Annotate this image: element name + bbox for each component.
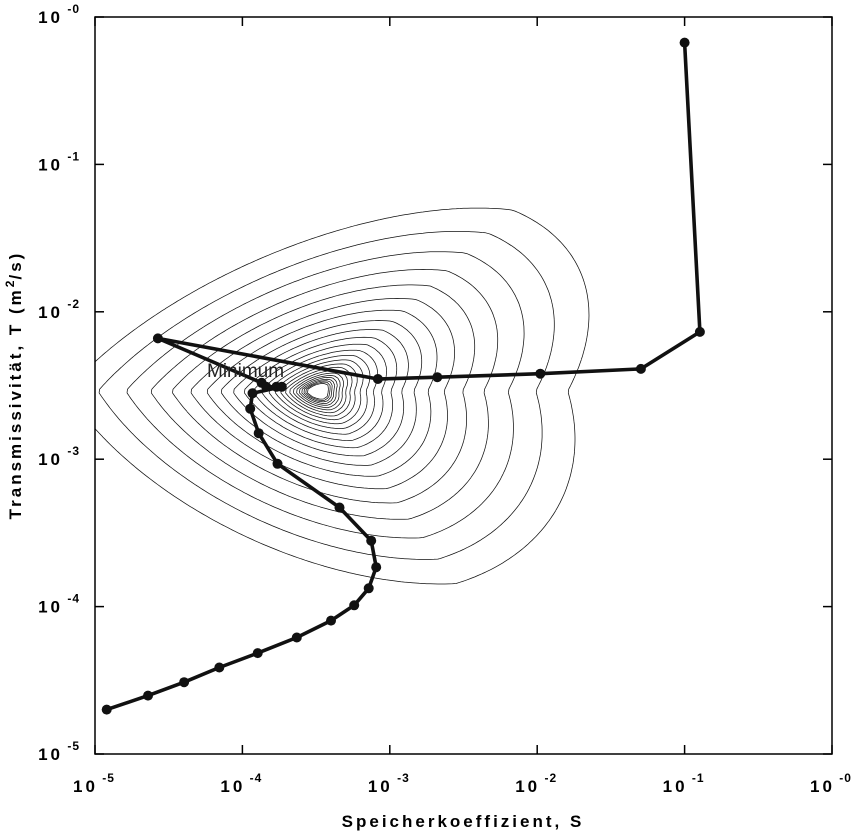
annotation-minimum: Minimum <box>207 361 284 382</box>
y-tick-label: 10 -2 <box>38 297 80 322</box>
y-tick-label: 10 -1 <box>38 149 80 174</box>
data-point <box>143 690 153 701</box>
x-tick-label: 10 -5 <box>73 771 115 796</box>
data-point <box>276 381 287 392</box>
x-tick-label: 10 -1 <box>663 771 705 796</box>
x-tick-labels: 10 -5 10 -4 10 -3 10 -2 10 -1 10 -0 <box>73 771 852 796</box>
data-point <box>245 403 256 414</box>
data-point <box>371 562 382 573</box>
contour-line-23 <box>98 231 555 560</box>
data-point <box>272 458 283 469</box>
x-axis-title: Speicherkoeffizient, S <box>342 812 585 831</box>
contour-line-5 <box>299 377 338 406</box>
data-point <box>334 502 345 513</box>
contour-line-21 <box>150 269 499 520</box>
annotations: Minimum <box>207 361 284 382</box>
plot-frame <box>94 16 833 755</box>
y-tick-label: 10 -3 <box>38 444 80 469</box>
contour-line-6 <box>296 375 341 409</box>
data-point <box>679 37 690 48</box>
data-point <box>372 374 383 384</box>
data-point <box>326 615 336 626</box>
y-axis-title: Transmissivität, T (m2/s) <box>3 251 25 520</box>
x-tick-label: 10 -0 <box>810 771 852 796</box>
contour-line-2 <box>305 381 331 401</box>
data-point <box>635 363 646 374</box>
y-tick-label: 10 -4 <box>38 592 80 617</box>
contour-line-4 <box>301 378 336 404</box>
data-point <box>366 535 377 546</box>
data-point <box>535 368 546 379</box>
y-tick-label: 10 -0 <box>38 2 80 27</box>
data-point <box>179 677 190 688</box>
contour-line-22 <box>126 251 525 539</box>
data-point <box>349 600 360 611</box>
y-tick-label: 10 -5 <box>38 739 80 764</box>
data-point <box>432 372 443 383</box>
contour-line-3 <box>303 380 333 403</box>
contour-line-19 <box>190 298 455 490</box>
data-point <box>363 583 374 594</box>
y-tick-labels: 10 -5 10 -4 10 -3 10 -2 10 -1 10 -0 <box>38 2 80 764</box>
data-point <box>214 662 225 673</box>
contour-line-18 <box>206 309 438 477</box>
x-tick-label: 10 -3 <box>368 771 410 796</box>
data-point <box>253 428 264 439</box>
data-point <box>152 333 163 344</box>
data-point <box>261 381 272 392</box>
contour-line-20 <box>172 284 476 504</box>
x-tick-label: 10 -2 <box>515 771 557 796</box>
data-point <box>101 704 112 715</box>
contour-line-7 <box>293 372 344 411</box>
contour-line-24 <box>95 207 590 585</box>
contour-line-13 <box>261 349 379 435</box>
data-point <box>247 388 258 399</box>
contour-line-15 <box>244 336 398 449</box>
data-point <box>291 632 302 643</box>
axis-ticks <box>94 16 833 755</box>
data-point <box>694 326 705 337</box>
data-point <box>252 648 263 659</box>
contour-line-1 <box>307 383 329 400</box>
optimization-path <box>101 37 705 715</box>
x-tick-label: 10 -4 <box>220 771 262 796</box>
